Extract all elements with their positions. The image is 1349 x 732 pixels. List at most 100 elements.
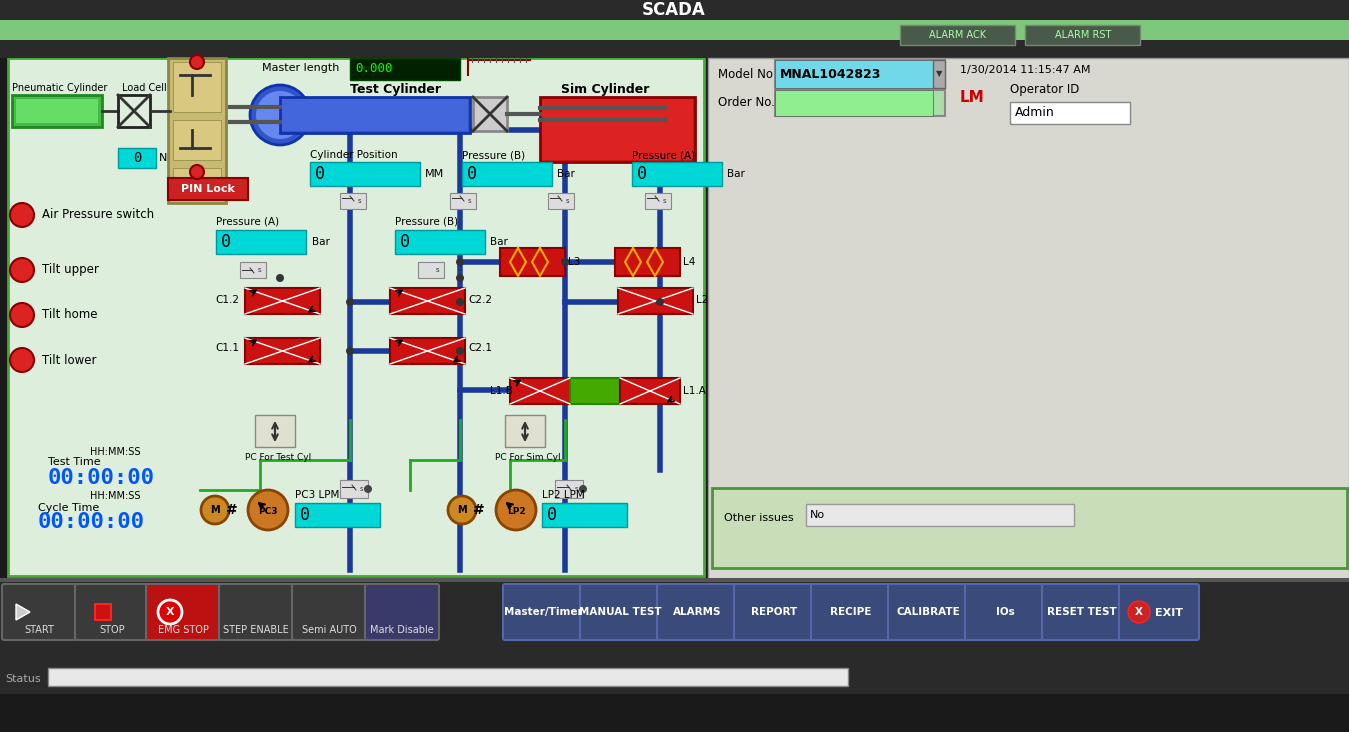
Text: Other issues: Other issues — [724, 513, 793, 523]
Text: s: s — [468, 198, 472, 204]
Text: s: s — [575, 486, 579, 492]
FancyBboxPatch shape — [340, 193, 366, 209]
Text: Tilt lower: Tilt lower — [42, 354, 97, 367]
Text: Bar: Bar — [557, 169, 575, 179]
Text: PC For Test Cyl: PC For Test Cyl — [246, 454, 312, 463]
FancyBboxPatch shape — [0, 0, 1349, 20]
FancyBboxPatch shape — [0, 664, 1349, 694]
Text: EMG STOP: EMG STOP — [158, 625, 209, 635]
FancyBboxPatch shape — [811, 584, 890, 640]
FancyBboxPatch shape — [8, 58, 704, 576]
FancyBboxPatch shape — [510, 378, 571, 404]
Text: Air Pressure switch: Air Pressure switch — [42, 209, 154, 222]
Text: N: N — [159, 153, 167, 163]
Circle shape — [1128, 601, 1149, 623]
Text: Operator ID: Operator ID — [1010, 83, 1079, 97]
Text: Master length: Master length — [262, 63, 340, 73]
Text: LM: LM — [960, 91, 985, 105]
Circle shape — [496, 490, 536, 530]
Text: M: M — [210, 505, 220, 515]
Circle shape — [9, 303, 34, 327]
Text: Sim Cylinder: Sim Cylinder — [561, 83, 649, 97]
FancyBboxPatch shape — [473, 97, 507, 131]
FancyBboxPatch shape — [0, 0, 1349, 20]
FancyBboxPatch shape — [1041, 584, 1122, 640]
Text: LP2 LPM: LP2 LPM — [542, 490, 584, 500]
FancyBboxPatch shape — [542, 503, 627, 527]
Circle shape — [190, 165, 204, 179]
Text: PC3 LPM: PC3 LPM — [295, 490, 340, 500]
Text: 0: 0 — [132, 151, 142, 165]
FancyBboxPatch shape — [310, 162, 420, 186]
FancyBboxPatch shape — [216, 230, 306, 254]
FancyBboxPatch shape — [542, 99, 693, 160]
Text: IOs: IOs — [996, 607, 1014, 617]
Text: Admin: Admin — [1014, 106, 1055, 119]
Text: Pressure (B): Pressure (B) — [395, 217, 459, 227]
Circle shape — [345, 298, 353, 306]
Circle shape — [456, 298, 464, 306]
FancyBboxPatch shape — [618, 288, 693, 314]
Text: PC For Sim Cyl: PC For Sim Cyl — [495, 454, 561, 463]
Text: STOP: STOP — [100, 625, 125, 635]
Text: MANUAL TEST: MANUAL TEST — [579, 607, 661, 617]
Text: 0: 0 — [401, 233, 410, 251]
FancyBboxPatch shape — [1, 584, 76, 640]
FancyBboxPatch shape — [580, 584, 660, 640]
Text: 0.000: 0.000 — [355, 62, 393, 75]
Text: HH:MM:SS: HH:MM:SS — [90, 491, 140, 501]
FancyBboxPatch shape — [805, 504, 1074, 526]
FancyBboxPatch shape — [505, 415, 545, 447]
Text: s: s — [258, 267, 262, 273]
FancyBboxPatch shape — [49, 668, 849, 686]
Text: Pressure (A): Pressure (A) — [216, 217, 279, 227]
Circle shape — [579, 485, 587, 493]
FancyBboxPatch shape — [0, 578, 1349, 582]
Text: RECIPE: RECIPE — [831, 607, 871, 617]
FancyBboxPatch shape — [295, 503, 380, 527]
Circle shape — [656, 298, 664, 306]
FancyBboxPatch shape — [340, 480, 368, 498]
Text: C2.1: C2.1 — [468, 343, 492, 353]
Text: C2.2: C2.2 — [468, 295, 492, 305]
Text: Order No.: Order No. — [718, 97, 774, 110]
Circle shape — [9, 258, 34, 282]
Text: 0: 0 — [637, 165, 648, 183]
Text: M: M — [457, 505, 467, 515]
Circle shape — [561, 258, 569, 266]
FancyBboxPatch shape — [548, 193, 575, 209]
FancyBboxPatch shape — [418, 262, 444, 278]
Text: X: X — [1135, 607, 1143, 617]
Text: 00:00:00: 00:00:00 — [38, 512, 144, 532]
FancyBboxPatch shape — [246, 338, 320, 364]
FancyBboxPatch shape — [395, 230, 486, 254]
Text: Tilt home: Tilt home — [42, 308, 97, 321]
FancyBboxPatch shape — [774, 60, 934, 88]
FancyBboxPatch shape — [451, 193, 476, 209]
FancyBboxPatch shape — [621, 378, 680, 404]
FancyBboxPatch shape — [255, 415, 295, 447]
FancyBboxPatch shape — [173, 168, 221, 196]
Text: #: # — [227, 503, 237, 517]
Text: C1.1: C1.1 — [214, 343, 239, 353]
FancyBboxPatch shape — [900, 25, 1014, 45]
Text: Cylinder Position: Cylinder Position — [310, 150, 398, 160]
Text: Tilt upper: Tilt upper — [42, 264, 98, 277]
FancyBboxPatch shape — [503, 584, 583, 640]
Circle shape — [190, 55, 204, 69]
Circle shape — [9, 348, 34, 372]
Text: Bar: Bar — [312, 237, 331, 247]
FancyBboxPatch shape — [571, 378, 621, 404]
FancyBboxPatch shape — [934, 60, 946, 88]
Text: Test Time: Test Time — [49, 457, 101, 467]
Circle shape — [364, 485, 372, 493]
Polygon shape — [16, 604, 30, 620]
FancyBboxPatch shape — [390, 338, 465, 364]
Text: L1.A: L1.A — [683, 386, 706, 396]
Text: CALIBRATE: CALIBRATE — [896, 607, 960, 617]
Text: PC3: PC3 — [258, 507, 278, 517]
FancyBboxPatch shape — [117, 148, 156, 168]
FancyBboxPatch shape — [645, 193, 670, 209]
FancyBboxPatch shape — [500, 248, 565, 276]
Text: Bar: Bar — [490, 237, 507, 247]
